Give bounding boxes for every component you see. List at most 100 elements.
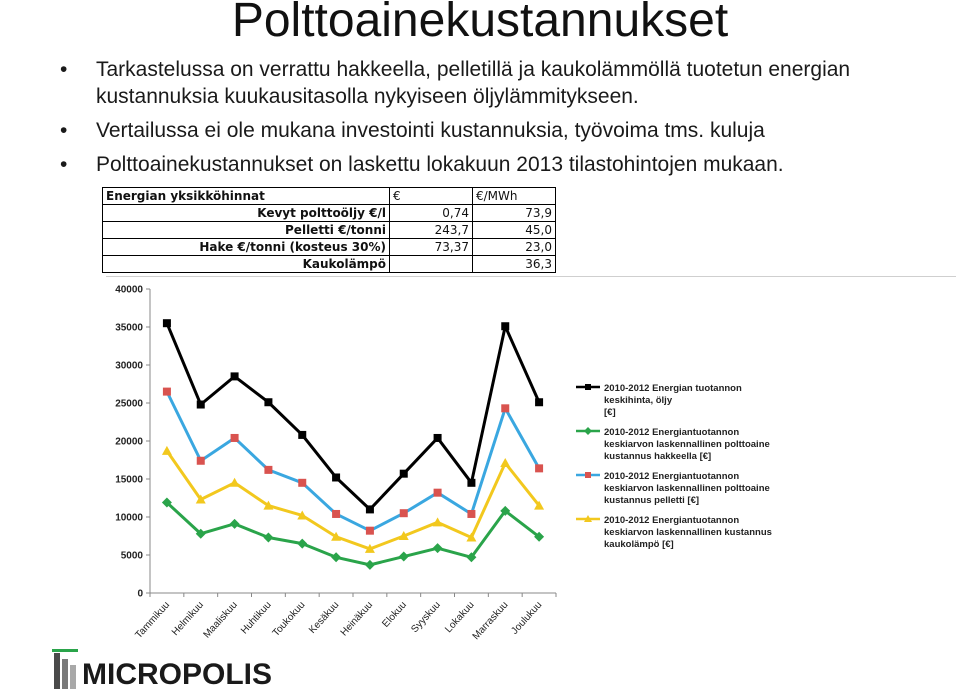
price-row-label: Kaukolämpö — [102, 255, 390, 273]
data-point — [196, 456, 205, 465]
bullet-dot-icon: • — [60, 153, 68, 176]
data-point — [534, 500, 545, 510]
legend-text: 2010-2012 Energian tuotannon — [604, 383, 742, 394]
data-point — [365, 505, 374, 514]
data-point — [162, 319, 171, 328]
data-point — [365, 526, 374, 535]
logo-text: MICROPOLIS — [82, 658, 272, 691]
bullet-item: • Vertailussa ei ole mukana investointi … — [60, 117, 955, 144]
data-point — [467, 509, 476, 518]
data-point — [298, 430, 307, 439]
data-point — [534, 531, 545, 542]
y-tick-label: 20000 — [115, 437, 143, 448]
legend-marker — [584, 427, 592, 435]
data-point — [331, 552, 342, 563]
data-point — [229, 477, 240, 487]
x-tick-label: Syyskuu — [409, 600, 442, 635]
data-point — [364, 559, 375, 570]
logo-mark-icon: MICROPOLIS — [52, 649, 272, 691]
micropolis-logo: MICROPOLIS — [52, 647, 312, 693]
price-table-header: Energian yksikköhinnat € €/MWh — [102, 187, 556, 205]
x-tick-label: Lokakuu — [443, 600, 476, 635]
data-point — [535, 398, 544, 407]
price-header-label: Energian yksikköhinnat — [102, 187, 390, 205]
series-line — [165, 390, 541, 533]
y-tick-label: 25000 — [115, 399, 143, 410]
data-point — [195, 494, 206, 504]
legend-text: kaukolämpö [€] — [604, 539, 674, 550]
price-row-label: Hake €/tonni (kosteus 30%) — [102, 238, 390, 256]
legend-text: keskiarvon laskennallinen polttoaine — [604, 439, 770, 450]
x-tick-label: Tammikuu — [133, 600, 172, 641]
legend-text: keskiarvon laskennallinen polttoaine — [604, 483, 770, 494]
data-point — [297, 510, 308, 520]
price-row-mwh: 23,0 — [472, 238, 556, 256]
data-point — [432, 543, 443, 554]
x-tick-label: Kesäkuu — [307, 600, 341, 636]
x-tick-label: Joulukuu — [509, 600, 544, 637]
data-point — [501, 404, 510, 413]
bullet-dot-icon: • — [60, 119, 68, 142]
y-tick-label: 0 — [137, 589, 143, 600]
x-tick-label: Heinäkuu — [339, 600, 375, 639]
data-point — [263, 500, 274, 510]
data-point — [535, 464, 544, 473]
data-point — [467, 478, 476, 487]
table-row: Kaukolämpö 36,3 — [102, 255, 556, 273]
data-point — [162, 387, 171, 396]
bullet-text: Polttoainekustannukset on laskettu lokak… — [96, 153, 784, 176]
legend-text: 2010-2012 Energiantuotannon — [604, 427, 739, 438]
table-row: Hake €/tonni (kosteus 30%) 73,37 23,0 — [102, 238, 556, 256]
price-row-price: 0,74 — [389, 204, 473, 222]
data-point — [298, 478, 307, 487]
data-point — [398, 551, 409, 562]
x-tick-label: Helmikuu — [170, 600, 206, 638]
price-row-label: Kevyt polttoöljy €/l — [102, 204, 390, 222]
bullet-list: • Tarkastelussa on verrattu hakkeella, p… — [60, 56, 955, 185]
x-tick-label: Maaliskuu — [202, 600, 240, 641]
price-row-price — [389, 255, 473, 273]
x-tick-label: Elokuu — [380, 600, 409, 630]
series-line — [165, 501, 540, 567]
data-point — [331, 531, 342, 541]
data-point — [432, 517, 443, 527]
data-point — [332, 509, 341, 518]
data-point — [433, 433, 442, 442]
y-tick-label: 30000 — [115, 361, 143, 372]
legend-text: keskiarvon laskennallinen kustannus — [604, 527, 772, 538]
data-point — [398, 531, 409, 540]
data-point — [399, 469, 408, 478]
series-line — [165, 322, 541, 511]
price-row-mwh: 73,9 — [472, 204, 556, 222]
series-line — [165, 450, 541, 551]
price-row-price: 73,37 — [389, 238, 473, 256]
data-point — [195, 528, 206, 539]
data-point — [332, 473, 341, 482]
price-header-unit: € — [389, 187, 473, 205]
bullet-item: • Tarkastelussa on verrattu hakkeella, p… — [60, 56, 955, 110]
data-point — [466, 532, 477, 542]
x-tick-label: Toukokuu — [271, 600, 308, 639]
data-point — [433, 488, 442, 497]
bullet-item: • Polttoainekustannukset on laskettu lok… — [60, 151, 955, 178]
data-point — [161, 445, 172, 455]
legend-text: [€] — [604, 407, 616, 418]
y-tick-label: 5000 — [121, 551, 144, 562]
data-point — [230, 433, 239, 442]
price-row-mwh: 45,0 — [472, 221, 556, 239]
legend-text: 2010-2012 Energiantuotannon — [604, 471, 739, 482]
data-point — [196, 400, 205, 409]
data-point — [229, 518, 240, 529]
x-tick-label: Huhtikuu — [239, 600, 274, 637]
price-header-mwh: €/MWh — [472, 187, 556, 205]
data-point — [230, 372, 239, 381]
x-tick-label: Marraskuu — [471, 600, 511, 642]
bullet-dot-icon: • — [60, 58, 68, 81]
data-point — [466, 552, 477, 563]
data-point — [297, 538, 308, 549]
table-row: Kevyt polttoöljy €/l 0,74 73,9 — [102, 204, 556, 222]
page-title: Polttoainekustannukset — [231, 0, 729, 47]
legend-marker — [585, 384, 591, 390]
legend-text: kustannus hakkeella [€] — [604, 451, 711, 462]
legend-marker — [585, 472, 591, 478]
